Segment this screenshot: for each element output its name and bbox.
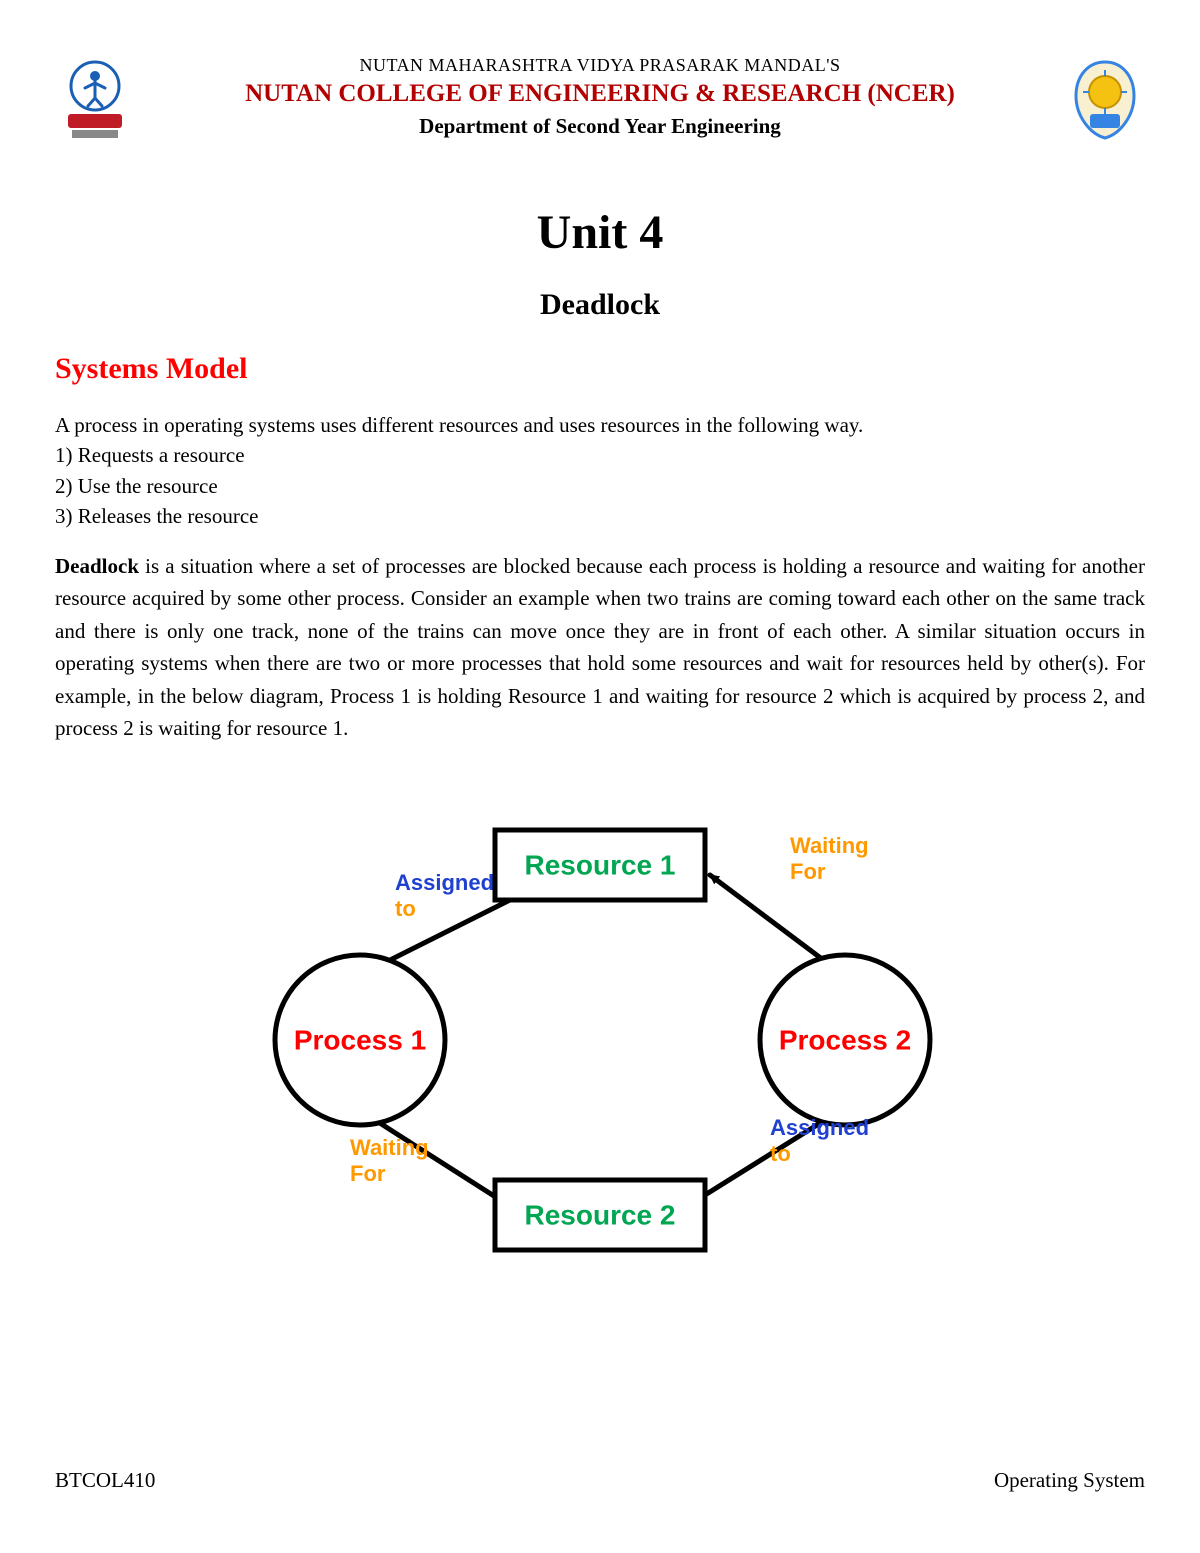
svg-text:Process 2: Process 2 <box>779 1025 911 1056</box>
resource-allocation-graph: Resource 1 Resource 2 Process 1 Process 2 As… <box>230 795 970 1295</box>
definition-text: is a situation where a set of processes … <box>55 554 1145 741</box>
page-header: NUTAN MAHARASHTRA VIDYA PRASARAK MANDAL'… <box>55 55 1145 145</box>
unit-title: Unit 4 <box>55 205 1145 260</box>
svg-text:Process 1: Process 1 <box>294 1025 426 1056</box>
svg-text:For: For <box>350 1161 386 1186</box>
unit-subtitle: Deadlock <box>55 288 1145 322</box>
definition-paragraph: Deadlock is a situation where a set of p… <box>55 550 1145 745</box>
left-logo <box>55 55 135 145</box>
svg-text:For: For <box>790 859 826 884</box>
intro-paragraph: A process in operating systems uses diff… <box>55 410 1145 440</box>
department-line: Department of Second Year Engineering <box>145 114 1055 139</box>
step-1: 1) Requests a resource <box>55 440 1145 470</box>
section-heading: Systems Model <box>55 352 1145 386</box>
definition-term: Deadlock <box>55 554 139 578</box>
footer-right: Operating System <box>994 1468 1145 1493</box>
right-logo <box>1065 55 1145 145</box>
header-text-block: NUTAN MAHARASHTRA VIDYA PRASARAK MANDAL'… <box>145 55 1055 139</box>
svg-text:Waiting: Waiting <box>790 833 869 858</box>
org-top-line: NUTAN MAHARASHTRA VIDYA PRASARAK MANDAL'… <box>145 55 1055 76</box>
svg-text:Assigned: Assigned <box>395 870 494 895</box>
deadlock-diagram: Resource 1 Resource 2 Process 1 Process 2 As… <box>55 795 1145 1295</box>
svg-text:Resource 1: Resource 1 <box>525 850 676 881</box>
page-footer: BTCOL410 Operating System <box>55 1468 1145 1493</box>
svg-text:to: to <box>395 896 416 921</box>
org-name: NUTAN COLLEGE OF ENGINEERING & RESEARCH … <box>145 80 1055 108</box>
svg-text:Assigned: Assigned <box>770 1115 869 1140</box>
step-2: 2) Use the resource <box>55 471 1145 501</box>
svg-text:Resource 2: Resource 2 <box>525 1200 676 1231</box>
footer-left: BTCOL410 <box>55 1468 155 1493</box>
svg-text:to: to <box>770 1141 791 1166</box>
svg-text:Waiting: Waiting <box>350 1135 429 1160</box>
step-3: 3) Releases the resource <box>55 501 1145 531</box>
